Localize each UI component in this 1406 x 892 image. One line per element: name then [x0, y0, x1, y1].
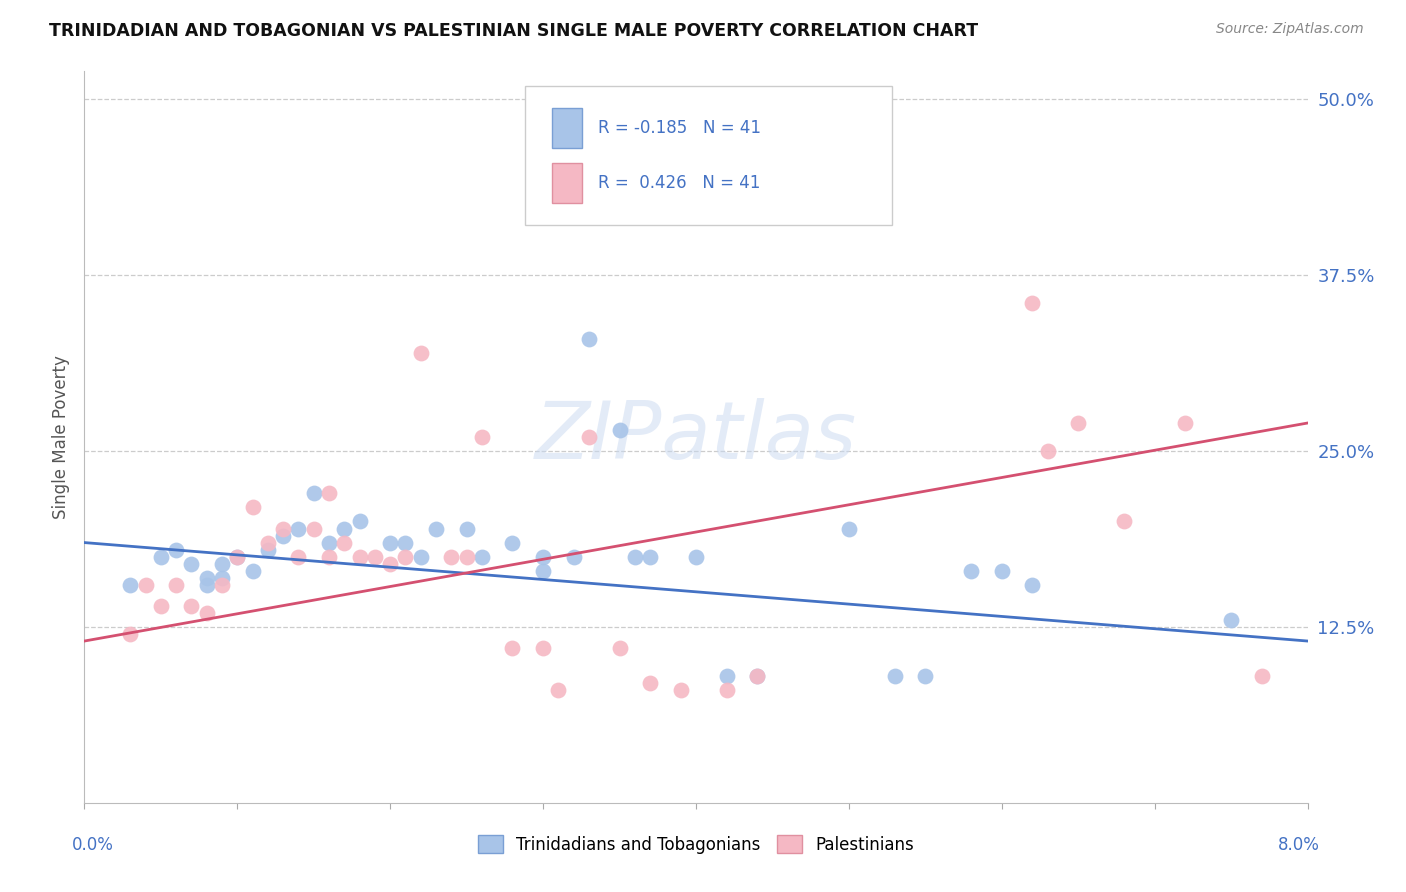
Point	[440, 549, 463, 564]
Point	[1021, 578, 1043, 592]
Point	[471, 549, 494, 564]
Point	[638, 549, 661, 564]
Point	[409, 345, 432, 359]
Point	[318, 535, 340, 549]
Point	[149, 549, 172, 564]
Text: TRINIDADIAN AND TOBAGONIAN VS PALESTINIAN SINGLE MALE POVERTY CORRELATION CHART: TRINIDADIAN AND TOBAGONIAN VS PALESTINIA…	[49, 22, 979, 40]
Point	[1067, 416, 1090, 430]
Point	[1250, 669, 1272, 683]
Point	[1220, 613, 1243, 627]
Y-axis label: Single Male Poverty: Single Male Poverty	[52, 355, 70, 519]
Point	[287, 521, 309, 535]
Point	[853, 191, 876, 205]
Point	[1114, 515, 1136, 529]
Point	[120, 627, 142, 641]
Point	[195, 571, 218, 585]
Point	[242, 500, 264, 515]
Point	[716, 669, 738, 683]
Point	[242, 564, 264, 578]
Point	[271, 528, 294, 542]
Point	[318, 486, 340, 500]
FancyBboxPatch shape	[524, 86, 891, 225]
Point	[914, 669, 936, 683]
Point	[195, 606, 218, 620]
Text: 8.0%: 8.0%	[1278, 836, 1320, 854]
Point	[747, 669, 769, 683]
Legend: Trinidadians and Tobagonians, Palestinians: Trinidadians and Tobagonians, Palestinia…	[471, 829, 921, 860]
Point	[318, 549, 340, 564]
Point	[302, 521, 325, 535]
Point	[960, 564, 983, 578]
Point	[380, 535, 402, 549]
Point	[380, 557, 402, 571]
Point	[425, 521, 447, 535]
Point	[195, 578, 218, 592]
Point	[394, 549, 416, 564]
Point	[271, 521, 294, 535]
Point	[609, 423, 631, 437]
Point	[257, 542, 280, 557]
Point	[120, 578, 142, 592]
Point	[135, 578, 157, 592]
Point	[1036, 444, 1059, 458]
Point	[302, 486, 325, 500]
Point	[609, 641, 631, 656]
FancyBboxPatch shape	[551, 162, 582, 203]
Text: 0.0%: 0.0%	[72, 836, 114, 854]
Point	[1174, 416, 1197, 430]
Point	[149, 599, 172, 613]
Point	[409, 549, 432, 564]
Point	[792, 205, 814, 219]
Point	[211, 571, 233, 585]
Point	[562, 549, 585, 564]
Point	[991, 564, 1014, 578]
Point	[211, 578, 233, 592]
Text: R = -0.185   N = 41: R = -0.185 N = 41	[598, 119, 761, 136]
Point	[624, 549, 647, 564]
Point	[394, 535, 416, 549]
Point	[716, 683, 738, 698]
Point	[226, 549, 249, 564]
Point	[287, 549, 309, 564]
Point	[333, 521, 356, 535]
Point	[333, 535, 356, 549]
Point	[531, 549, 554, 564]
Point	[531, 564, 554, 578]
Point	[456, 549, 478, 564]
Point	[502, 535, 524, 549]
Point	[211, 557, 233, 571]
Point	[456, 521, 478, 535]
Point	[349, 515, 371, 529]
Point	[838, 521, 860, 535]
Point	[578, 332, 600, 346]
Point	[502, 641, 524, 656]
Point	[364, 549, 387, 564]
Point	[547, 683, 569, 698]
Point	[349, 549, 371, 564]
Point	[165, 578, 187, 592]
Point	[180, 557, 202, 571]
Point	[638, 676, 661, 690]
Point	[165, 542, 187, 557]
Point	[883, 669, 905, 683]
Point	[669, 683, 692, 698]
Point	[747, 669, 769, 683]
Point	[685, 549, 707, 564]
Text: Source: ZipAtlas.com: Source: ZipAtlas.com	[1216, 22, 1364, 37]
Point	[578, 430, 600, 444]
Point	[471, 430, 494, 444]
Point	[257, 535, 280, 549]
Point	[1021, 296, 1043, 310]
Point	[180, 599, 202, 613]
Point	[531, 641, 554, 656]
Point	[226, 549, 249, 564]
FancyBboxPatch shape	[551, 108, 582, 148]
Text: ZIPatlas: ZIPatlas	[534, 398, 858, 476]
Text: R =  0.426   N = 41: R = 0.426 N = 41	[598, 174, 761, 192]
